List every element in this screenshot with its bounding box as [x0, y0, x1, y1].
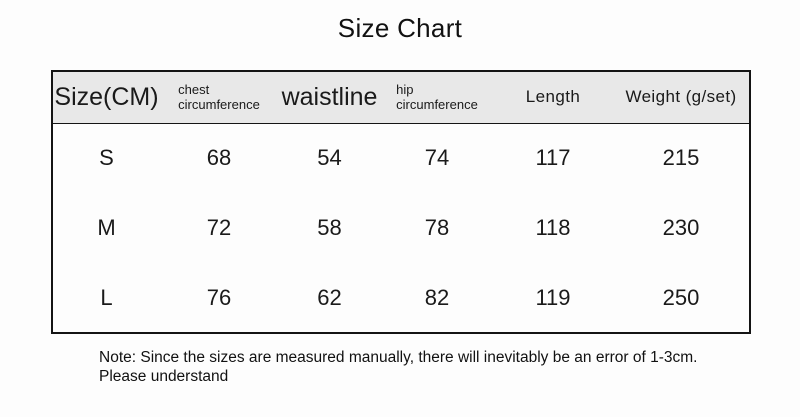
header-waistline-label: waistline: [281, 82, 378, 111]
size-label: S: [99, 145, 114, 171]
hip-value: 74: [424, 145, 450, 171]
header-waistline: waistline: [278, 71, 381, 124]
table-header-row: Size(CM) chest circumference waistline h…: [52, 71, 750, 124]
table-row-l: L 76 62 82 119 250: [52, 263, 750, 333]
chest-value: 68: [206, 145, 232, 171]
chest-value: 72: [206, 215, 232, 240]
hip-value: 82: [424, 284, 450, 310]
length-value: 119: [535, 284, 571, 310]
size-table: Size(CM) chest circumference waistline h…: [51, 70, 751, 334]
size-label: M: [97, 215, 116, 240]
note-text: Note: Since the sizes are measured manua…: [99, 349, 698, 386]
size-label: L: [100, 284, 113, 310]
header-length: Length: [493, 71, 613, 124]
waistline-value: 62: [317, 284, 342, 310]
header-size: Size(CM): [52, 71, 160, 124]
header-hip-circumference: hip circumference: [381, 71, 493, 124]
header-length-label: Length: [525, 87, 581, 107]
page-title: Size Chart: [337, 13, 463, 43]
table-row-s: S 68 54 74 117 215: [52, 123, 750, 193]
chest-value: 76: [206, 284, 232, 310]
hip-value: 78: [424, 215, 450, 240]
weight-value: 230: [662, 215, 700, 240]
waistline-value: 58: [317, 215, 342, 240]
header-chest-circumference-label: chest circumference: [178, 81, 260, 113]
header-weight: Weight (g/set): [613, 71, 750, 124]
header-weight-label: Weight (g/set): [625, 87, 737, 107]
waistline-value: 54: [317, 145, 342, 171]
length-value: 117: [535, 145, 571, 171]
weight-value: 215: [662, 145, 700, 171]
weight-value: 250: [662, 284, 700, 310]
length-value: 118: [535, 215, 571, 240]
header-size-label: Size(CM): [54, 82, 159, 111]
table-row-m: M 72 58 78 118 230: [52, 193, 750, 263]
header-chest-circumference: chest circumference: [160, 71, 278, 124]
header-hip-circumference-label: hip circumference: [396, 81, 478, 113]
